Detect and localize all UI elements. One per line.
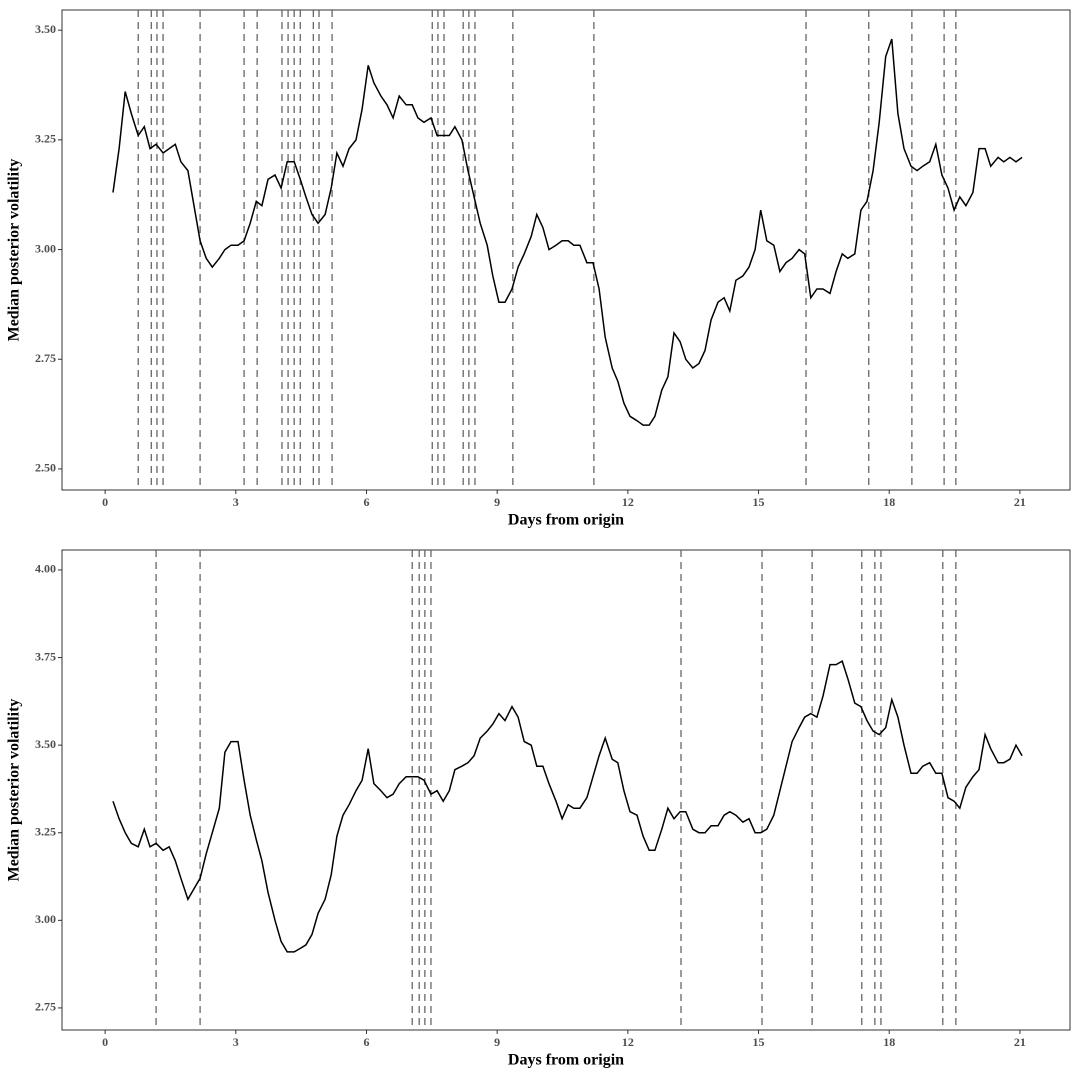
plot-area xyxy=(61,549,1071,1031)
y-tick-label: 3.50 xyxy=(35,737,56,751)
panel: 0 3 6 9 12 15 18 21 2.75 3.00 3.25 3.50 3.75 4.00 Days… xyxy=(6,549,1071,1069)
y-tick-label: 4.00 xyxy=(35,562,56,576)
x-tick-label: 21 xyxy=(1014,1035,1026,1049)
y-tick-label: 3.00 xyxy=(35,241,56,255)
x-tick-label: 18 xyxy=(883,1035,895,1049)
x-tick-label: 12 xyxy=(622,495,634,509)
x-tick-label: 21 xyxy=(1014,495,1026,509)
y-axis-title: Median posterior volatility xyxy=(6,699,23,882)
y-axis-title: Median posterior volatility xyxy=(6,159,23,342)
data-line xyxy=(112,38,1023,426)
x-axis-title: Days from origin xyxy=(508,1052,624,1069)
y-tick-label: 3.25 xyxy=(35,132,56,146)
y-tick-label: 2.75 xyxy=(35,1000,56,1014)
x-tick-label: 18 xyxy=(883,495,895,509)
x-tick-label: 0 xyxy=(102,1035,108,1049)
plot-area xyxy=(61,9,1071,491)
x-tick-label: 15 xyxy=(753,1035,765,1049)
x-tick-label: 12 xyxy=(622,1035,634,1049)
y-tick-label: 2.50 xyxy=(35,461,56,475)
x-tick-label: 9 xyxy=(494,495,500,509)
y-tick-label: 3.00 xyxy=(35,912,56,926)
y-tick-label: 3.75 xyxy=(35,649,56,663)
panel: 0 3 6 9 12 15 18 21 2.50 2.75 3.00 3.25 3.50 Days fro… xyxy=(6,9,1071,529)
x-tick-label: 3 xyxy=(233,1035,239,1049)
x-tick-label: 9 xyxy=(494,1035,500,1049)
x-tick-label: 6 xyxy=(363,495,369,509)
y-tick-label: 2.75 xyxy=(35,351,56,365)
x-tick-label: 3 xyxy=(233,495,239,509)
y-tick-label: 3.25 xyxy=(35,824,56,838)
y-tick-label: 3.50 xyxy=(35,22,56,36)
x-tick-label: 6 xyxy=(363,1035,369,1049)
x-tick-label: 15 xyxy=(753,495,765,509)
x-axis-title: Days from origin xyxy=(508,512,624,529)
x-tick-label: 0 xyxy=(102,495,108,509)
data-line xyxy=(112,659,1023,953)
